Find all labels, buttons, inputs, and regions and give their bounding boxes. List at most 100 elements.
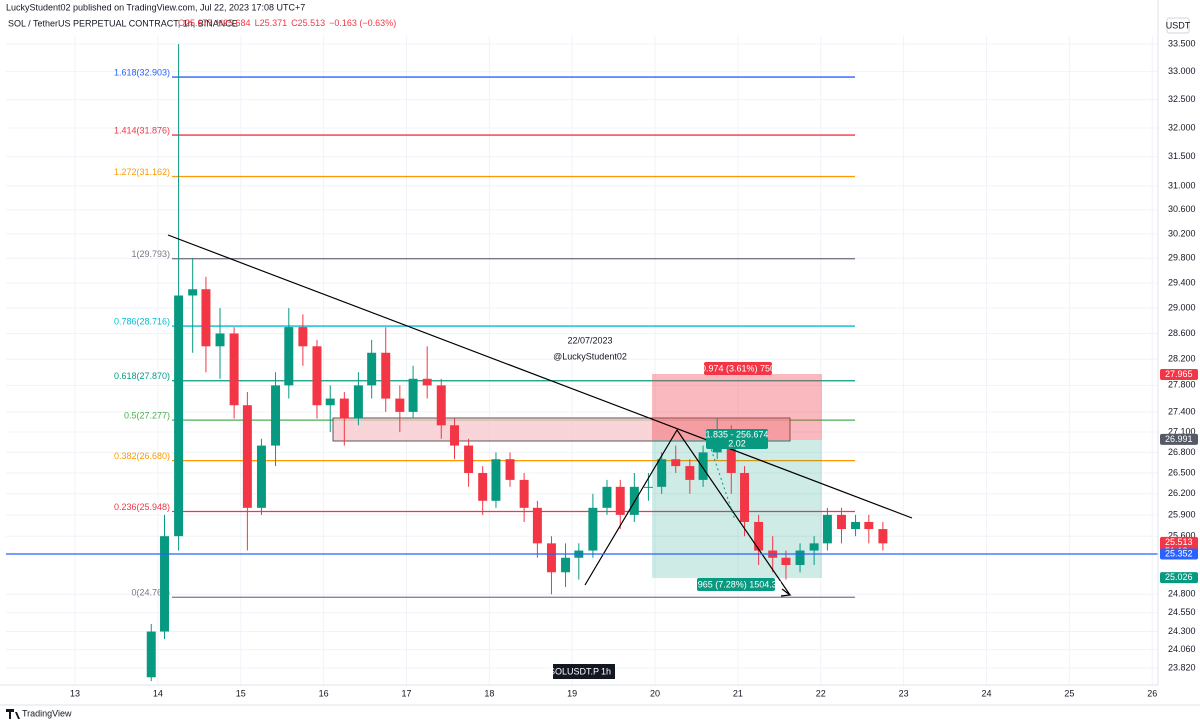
candle-body <box>615 486 625 515</box>
candle-body <box>325 398 335 406</box>
candle-body <box>353 385 363 419</box>
y-tick-label: 31.000 <box>1168 180 1196 190</box>
y-tick-label: 32.500 <box>1168 94 1196 104</box>
price-label: 25.352 <box>1165 548 1193 558</box>
x-tick-label: 14 <box>153 688 163 698</box>
candle-body <box>602 486 612 508</box>
y-tick-label: 25.900 <box>1168 509 1196 519</box>
currency-box[interactable] <box>1166 17 1190 34</box>
zigzag <box>584 428 791 596</box>
target-label: 1.965 (7.28%) 1504.36 <box>690 579 782 589</box>
candle-body <box>215 333 225 347</box>
candle-body <box>188 289 198 296</box>
candle-body <box>422 378 432 386</box>
candle-body <box>822 514 832 544</box>
trendline <box>167 234 913 519</box>
fib-label: 0.786(28.716) <box>114 316 170 326</box>
fib-label: 1.414(31.876) <box>114 125 170 135</box>
y-tick-label: 24.300 <box>1168 626 1196 636</box>
x-tick-label: 25 <box>1064 688 1074 698</box>
price-label-bg <box>1160 369 1198 381</box>
candle-body <box>395 398 405 412</box>
candle-body <box>367 352 377 386</box>
y-tick-label: 26.800 <box>1168 447 1196 457</box>
candle-body <box>546 543 556 573</box>
x-tick-label: 18 <box>484 688 494 698</box>
candle-body <box>160 536 169 632</box>
y-tick-label: 24.550 <box>1168 607 1196 617</box>
y-tick-label: 30.600 <box>1168 204 1196 214</box>
fib-label: 1.272(31.162) <box>114 167 170 177</box>
symbol-badge <box>553 664 615 679</box>
x-tick-label: 23 <box>899 688 909 698</box>
ohlc-value: O25.677 <box>178 18 213 28</box>
symbol-badge-text: 1h <box>601 666 611 676</box>
candle-body <box>795 550 805 565</box>
candle-body <box>532 507 542 544</box>
entry-label: 1.835 - 256.674 <box>705 429 768 439</box>
x-tick-label: 21 <box>733 688 743 698</box>
x-tick-label: 26 <box>1147 688 1157 698</box>
entry-label-bg <box>706 429 768 449</box>
price-label: 26.991 <box>1165 434 1193 444</box>
time-axis <box>0 685 1200 722</box>
y-tick-label: 29.000 <box>1168 302 1196 312</box>
candle-body <box>726 432 736 473</box>
ohlc-value: H25.684 <box>217 18 251 28</box>
y-tick-label: 27.100 <box>1168 426 1196 436</box>
candle-body <box>864 521 874 530</box>
arrow-head <box>780 588 792 597</box>
candle-body <box>491 459 501 501</box>
candle-body <box>588 507 598 551</box>
target-label-bg <box>697 578 775 591</box>
candle-body <box>298 327 308 347</box>
candle-body <box>381 352 391 399</box>
y-tick-label: 31.500 <box>1168 151 1196 161</box>
y-tick-label: 25.600 <box>1168 531 1196 541</box>
candle-body <box>809 543 819 551</box>
y-tick-label: 33.500 <box>1168 39 1196 49</box>
candle-body <box>242 405 252 508</box>
candle-body <box>685 466 695 480</box>
price-label-bg <box>1160 548 1198 560</box>
candle-body <box>229 333 239 406</box>
y-tick-label: 27.400 <box>1168 406 1196 416</box>
candle-body <box>836 514 846 530</box>
candle-body <box>271 385 281 446</box>
candle-body <box>754 521 764 551</box>
candles <box>146 44 888 682</box>
candle-body <box>878 529 888 544</box>
ohlc-value: L25.371 <box>255 18 288 28</box>
y-tick-label: 32.000 <box>1168 122 1196 132</box>
y-tick-label: 24.060 <box>1168 644 1196 654</box>
y-tick-label: 28.200 <box>1168 354 1196 364</box>
y-tick-label: 26.200 <box>1168 488 1196 498</box>
candle-body <box>450 425 460 446</box>
candle-body <box>519 479 529 508</box>
y-tick-label: 29.800 <box>1168 253 1196 263</box>
candle-body <box>505 459 515 480</box>
candle-body <box>478 472 488 501</box>
price-label-bg <box>1160 433 1198 445</box>
brand: TradingView <box>22 708 72 718</box>
fib-label: 0.382(26.680) <box>114 451 170 461</box>
x-tick-label: 20 <box>650 688 660 698</box>
candle-body <box>408 378 418 412</box>
candle-body <box>201 289 211 347</box>
x-tick-label: 15 <box>236 688 246 698</box>
x-tick-label: 17 <box>401 688 411 698</box>
ohlc: O25.677 H25.684 L25.371 C25.513 −0.163 (−0.6… <box>178 18 396 28</box>
fib-label: 0.5(27.277) <box>124 410 170 420</box>
fib-label: 0.236(25.948) <box>114 502 170 512</box>
candle-body <box>174 295 184 537</box>
annotation-author: @LuckyStudent02 <box>553 351 627 361</box>
candle-body <box>312 346 322 406</box>
candle-body <box>284 327 294 386</box>
candle-body <box>339 398 349 419</box>
fib-label: 1(29.793) <box>131 249 170 259</box>
brand-logo <box>6 709 20 719</box>
candle-body <box>643 486 653 488</box>
y-tick-label: 28.600 <box>1168 328 1196 338</box>
fib-label: 1.618(32.903) <box>114 67 170 77</box>
